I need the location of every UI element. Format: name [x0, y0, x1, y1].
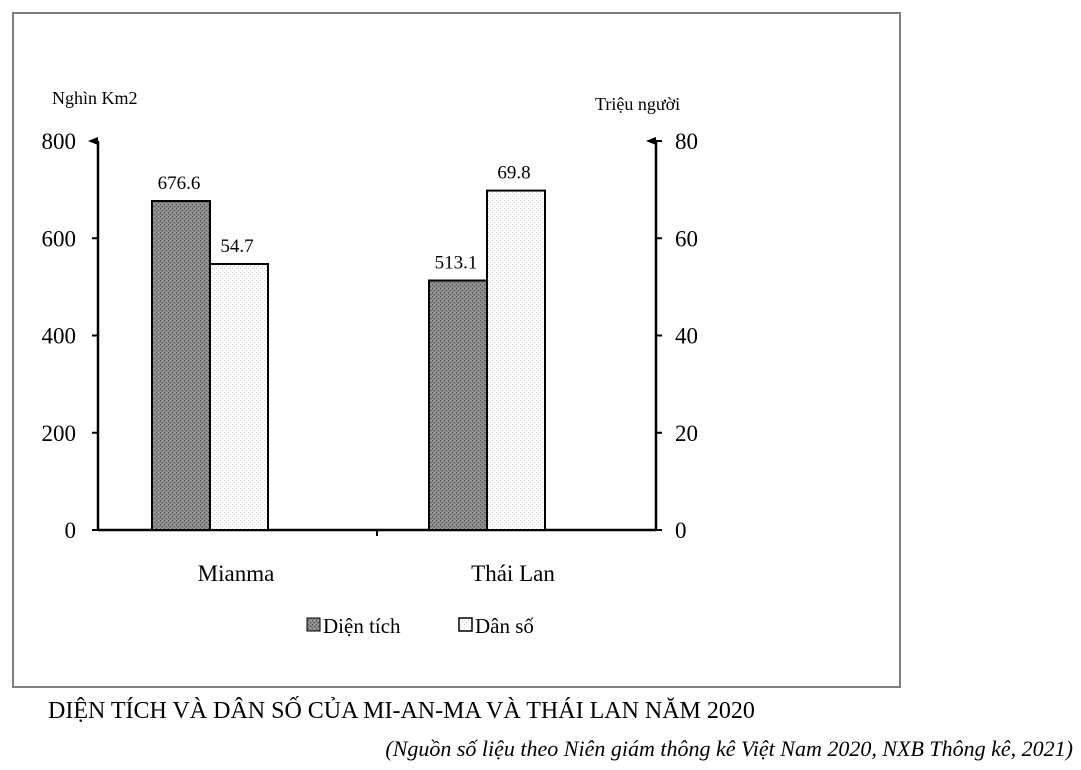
right-tick-label: 20: [675, 421, 698, 446]
bar-dien-tich-1: [428, 279, 488, 531]
right-tick-label: 80: [675, 129, 698, 154]
left-tick-label: 400: [42, 324, 77, 349]
legend-swatch-dan-so: [458, 617, 473, 632]
bar-dan-so-1: [486, 189, 546, 531]
legend: Diện tích Dân số: [306, 614, 534, 638]
chart-title: DIỆN TÍCH VÀ DÂN SỐ CỦA MI-AN-MA VÀ THÁI…: [48, 698, 755, 724]
bar-dien-tich-0: [151, 200, 211, 532]
right-tick-label: 0: [675, 518, 687, 543]
legend-label-dan-so: Dân số: [475, 614, 534, 638]
bar-value-label: 54.7: [220, 236, 253, 257]
right-tick-label: 60: [675, 226, 698, 251]
left-tick-label: 200: [42, 421, 77, 446]
category-label: Mianma: [198, 561, 275, 586]
right-axis-label: Triệu người: [595, 94, 680, 114]
left-tick-label: 0: [65, 518, 77, 543]
right-tick-label: 40: [675, 324, 698, 349]
left-tick-label: 800: [42, 129, 77, 154]
bar-value-label: 69.8: [497, 163, 530, 184]
left-tick-label: 600: [42, 226, 77, 251]
chart: Nghìn Km2 Triệu người 0 200 400 600 800 0 20 4…: [42, 88, 699, 638]
bar-dan-so-0: [209, 263, 269, 531]
legend-swatch-dien-tich: [306, 617, 321, 632]
bar-value-label: 513.1: [435, 253, 478, 274]
bar-value-label: 676.6: [158, 173, 201, 194]
left-axis-label: Nghìn Km2: [52, 88, 138, 108]
category-label: Thái Lan: [471, 561, 555, 586]
chart-source: (Nguồn số liệu theo Niên giám thông kê V…: [385, 736, 1073, 761]
legend-label-dien-tich: Diện tích: [323, 614, 401, 638]
